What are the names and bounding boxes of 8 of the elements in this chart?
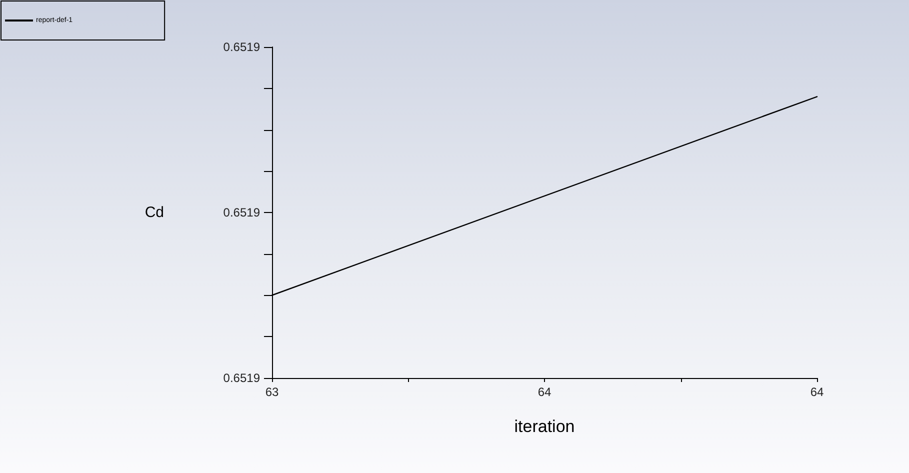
x-axis-title: iteration bbox=[514, 417, 575, 436]
x-tick-label: 64 bbox=[810, 385, 824, 399]
y-tick-label: 0.6519 bbox=[223, 206, 260, 220]
y-axis-title: Cd bbox=[144, 204, 164, 221]
x-tick-label: 63 bbox=[265, 385, 279, 399]
y-tick-label: 0.6519 bbox=[223, 371, 260, 385]
y-tick-label: 0.6519 bbox=[223, 40, 260, 54]
x-tick-label: 64 bbox=[538, 385, 552, 399]
